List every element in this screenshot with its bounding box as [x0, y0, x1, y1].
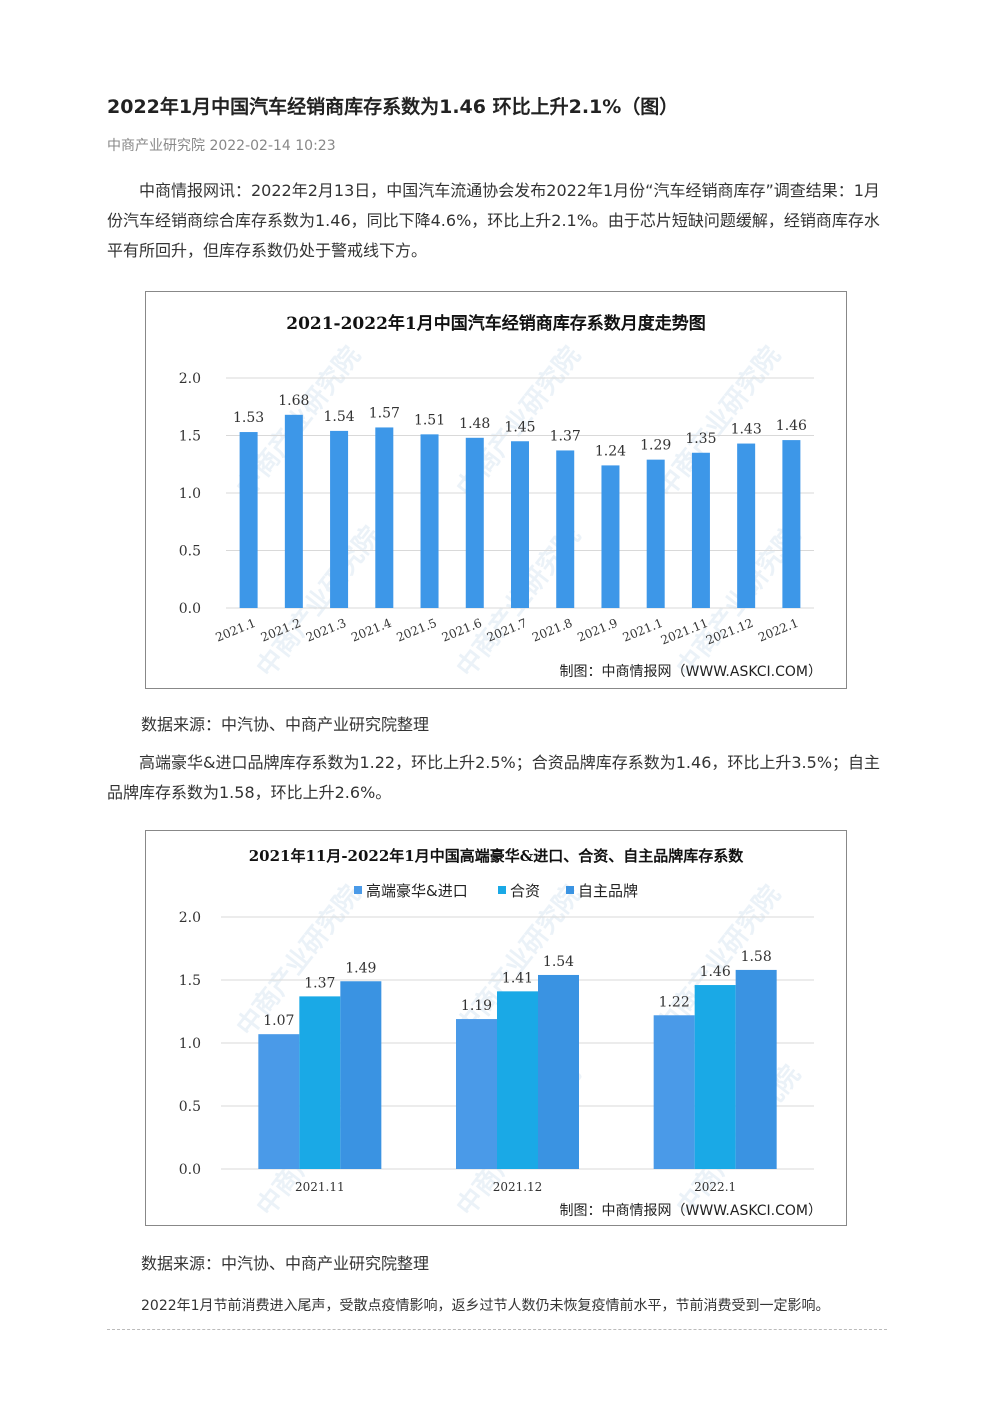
bar — [258, 1034, 300, 1169]
chart-title: 2021年11月-2022年1月中国高端豪华&进口、合资、自主品牌库存系数 — [249, 847, 745, 865]
y-tick-label: 0.5 — [179, 544, 201, 560]
article-title: 2022年1月中国汽车经销商库存系数为1.46 环比上升2.1%（图） — [107, 96, 679, 118]
x-tick-label: 2021.8 — [530, 616, 574, 645]
data-label: 1.35 — [685, 431, 716, 447]
data-label: 1.51 — [414, 412, 445, 428]
bar — [375, 427, 394, 608]
y-tick-label: 1.5 — [179, 973, 201, 989]
bar — [330, 430, 349, 608]
legend-label: 高端豪华&进口 — [366, 882, 468, 900]
bar — [556, 450, 575, 608]
bar — [456, 1019, 497, 1169]
data-label: 1.37 — [304, 975, 335, 991]
chart-credit: 制图：中商情报网（WWW.ASKCI.COM） — [560, 664, 822, 680]
bar — [299, 996, 341, 1169]
data-label: 1.53 — [233, 410, 264, 426]
bar — [239, 432, 258, 608]
bar — [653, 1015, 695, 1169]
x-tick-label: 2021.12 — [704, 616, 755, 648]
x-tick-label: 2021.3 — [304, 616, 348, 645]
data-label: 1.48 — [459, 416, 490, 432]
article-paragraph-2: 高端豪华&进口品牌库存系数为1.22，环比上升2.5%；合资品牌库存系数为1.4… — [107, 753, 881, 802]
x-tick-label: 2021.4 — [349, 616, 394, 645]
data-label: 1.19 — [461, 998, 492, 1014]
legend-label: 合资 — [510, 882, 540, 900]
data-label: 1.43 — [731, 422, 762, 438]
data-label: 1.24 — [595, 443, 626, 459]
y-tick-label: 1.0 — [179, 486, 201, 502]
data-label: 1.22 — [659, 994, 690, 1010]
bar — [735, 969, 777, 1169]
data-label: 1.41 — [502, 970, 533, 986]
data-source-2: 数据来源：中汽协、中商产业研究院整理 — [141, 1254, 430, 1273]
bar — [497, 991, 538, 1169]
bar — [782, 440, 801, 608]
bar — [538, 974, 579, 1169]
x-tick-label: 2021.11 — [295, 1180, 345, 1194]
data-label: 1.46 — [776, 418, 807, 434]
data-label: 1.57 — [369, 405, 400, 421]
divider — [107, 1329, 887, 1330]
x-tick-label: 2021.9 — [575, 616, 619, 645]
bar — [340, 981, 382, 1169]
bar — [465, 437, 484, 608]
data-label: 1.68 — [278, 393, 309, 409]
chart-title: 2021-2022年1月中国汽车经销商库存系数月度走势图 — [286, 313, 706, 334]
x-tick-label: 2021.1 — [621, 616, 665, 645]
legend-swatch — [566, 886, 574, 894]
y-tick-label: 0.5 — [179, 1099, 201, 1115]
y-tick-label: 0.0 — [179, 1162, 201, 1178]
x-tick-label: 2021.11 — [659, 616, 710, 648]
chart-brand-inventory: 中商产业研究院 中商产业研究院 中商产业研究院 中商产业研究院 中商产业研究院 … — [145, 830, 847, 1226]
x-tick-label: 2022.1 — [694, 1180, 736, 1194]
y-tick-label: 1.0 — [179, 1036, 201, 1052]
bar — [284, 414, 303, 608]
y-tick-label: 2.0 — [179, 910, 201, 926]
x-tick-label: 2022.1 — [756, 616, 800, 645]
legend-swatch — [354, 886, 362, 894]
bar — [646, 459, 665, 608]
data-label: 1.54 — [323, 409, 354, 425]
chart-monthly-svg: 2021-2022年1月中国汽车经销商库存系数月度走势图 0.0 0.5 1.0 1.5… — [179, 313, 822, 680]
x-tick-label: 2021.5 — [394, 616, 438, 645]
x-tick-label: 2021.6 — [440, 616, 484, 645]
chart-credit: 制图：中商情报网（WWW.ASKCI.COM） — [560, 1203, 822, 1219]
x-tick-label: 2021.12 — [493, 1180, 543, 1194]
chart-monthly-inventory: 中商产业研究院 中商产业研究院 中商产业研究院 中商产业研究院 中商产业研究院 … — [145, 291, 847, 689]
data-label: 1.54 — [543, 954, 574, 970]
y-tick-label: 1.5 — [179, 429, 201, 445]
bar — [694, 985, 736, 1169]
data-label: 1.49 — [345, 960, 376, 976]
article-paragraph-3: 2022年1月节前消费进入尾声，受散点疫情影响，返乡过节人数仍未恢复疫情前水平，… — [141, 1298, 830, 1314]
data-label: 1.46 — [700, 964, 731, 980]
y-tick-label: 0.0 — [179, 601, 201, 617]
chart-brand-svg: 2021年11月-2022年1月中国高端豪华&进口、合资、自主品牌库存系数高端豪… — [179, 847, 822, 1219]
data-label: 1.29 — [640, 438, 671, 454]
data-label: 1.37 — [550, 428, 581, 444]
y-tick-label: 2.0 — [179, 371, 201, 387]
bar — [601, 465, 620, 608]
bar — [691, 452, 710, 608]
bar — [420, 434, 439, 608]
article-source-line: 中商产业研究院 2022-02-14 10:23 — [107, 138, 336, 154]
article-paragraph-1: 中商情报网讯：2022年2月13日，中国汽车流通协会发布2022年1月份“汽车经… — [107, 181, 880, 260]
legend-label: 自主品牌 — [578, 882, 638, 900]
data-label: 1.07 — [263, 1013, 294, 1029]
bar — [737, 443, 756, 608]
x-tick-label: 2021.2 — [259, 616, 303, 645]
data-source-1: 数据来源：中汽协、中商产业研究院整理 — [141, 715, 430, 734]
x-tick-label: 2021.7 — [485, 616, 529, 645]
x-tick-label: 2021.1 — [214, 616, 258, 645]
data-label: 1.45 — [504, 419, 535, 435]
bar — [511, 441, 529, 608]
data-label: 1.58 — [741, 949, 772, 965]
legend-swatch — [498, 886, 506, 894]
